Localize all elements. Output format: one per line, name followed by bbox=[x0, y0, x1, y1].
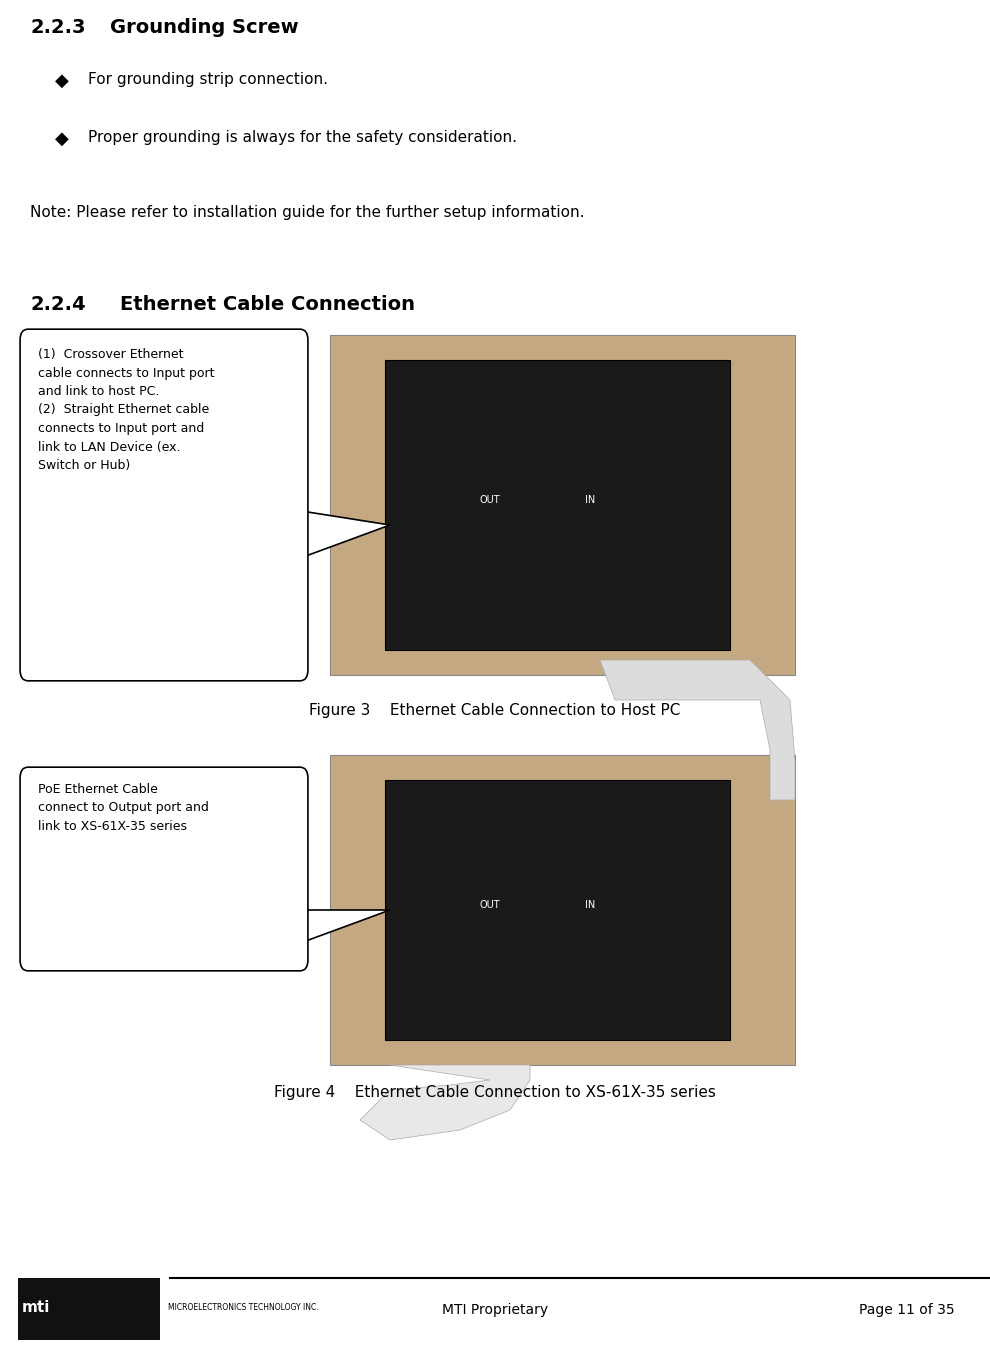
FancyBboxPatch shape bbox=[20, 329, 308, 681]
Text: Figure 4    Ethernet Cable Connection to XS-61X-35 series: Figure 4 Ethernet Cable Connection to XS… bbox=[274, 1085, 716, 1100]
Text: Page 11 of 35: Page 11 of 35 bbox=[859, 1303, 955, 1316]
Bar bbox=[385, 360, 730, 649]
Polygon shape bbox=[295, 510, 390, 560]
Bar bbox=[18, 1279, 160, 1339]
Text: ◆: ◆ bbox=[55, 130, 69, 147]
Text: IN: IN bbox=[585, 900, 595, 911]
Text: Ethernet Cable Connection: Ethernet Cable Connection bbox=[120, 295, 415, 314]
Text: Note: Please refer to installation guide for the further setup information.: Note: Please refer to installation guide… bbox=[30, 206, 584, 221]
Bar bbox=[330, 755, 795, 1065]
Text: IN: IN bbox=[585, 495, 595, 505]
Text: MTI Proprietary: MTI Proprietary bbox=[442, 1303, 548, 1316]
Text: For grounding strip connection.: For grounding strip connection. bbox=[88, 72, 328, 87]
Text: ◆: ◆ bbox=[55, 72, 69, 91]
Bar bbox=[385, 779, 730, 1040]
Text: OUT: OUT bbox=[480, 900, 500, 911]
Text: Figure 3    Ethernet Cable Connection to Host PC: Figure 3 Ethernet Cable Connection to Ho… bbox=[309, 704, 681, 718]
Text: OUT: OUT bbox=[480, 495, 500, 505]
Text: Grounding Screw: Grounding Screw bbox=[110, 18, 299, 37]
Polygon shape bbox=[295, 911, 390, 944]
FancyBboxPatch shape bbox=[20, 767, 308, 971]
Text: PoE Ethernet Cable
connect to Output port and
link to XS-61X-35 series: PoE Ethernet Cable connect to Output por… bbox=[38, 783, 209, 833]
Text: mti: mti bbox=[22, 1300, 50, 1315]
Text: Proper grounding is always for the safety consideration.: Proper grounding is always for the safet… bbox=[88, 130, 517, 145]
Text: 2.2.4: 2.2.4 bbox=[30, 295, 85, 314]
Bar bbox=[330, 336, 795, 675]
Polygon shape bbox=[600, 660, 795, 800]
Text: (1)  Crossover Ethernet
cable connects to Input port
and link to host PC.
(2)  S: (1) Crossover Ethernet cable connects to… bbox=[38, 348, 215, 472]
Polygon shape bbox=[360, 1065, 530, 1141]
Text: 2.2.3: 2.2.3 bbox=[30, 18, 85, 37]
Text: MICROELECTRONICS TECHNOLOGY INC.: MICROELECTRONICS TECHNOLOGY INC. bbox=[168, 1303, 319, 1312]
